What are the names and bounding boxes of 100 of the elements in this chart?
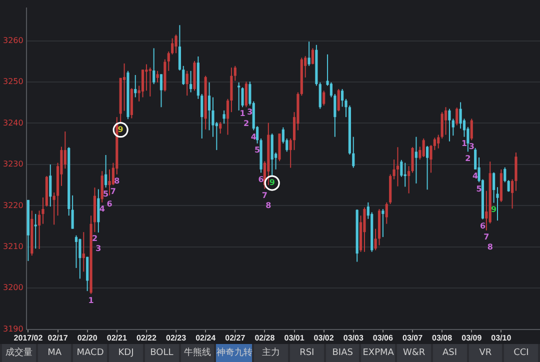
candlestick — [444, 106, 448, 136]
candlestick — [97, 188, 100, 234]
x-tick-label: 02/27 — [225, 333, 246, 342]
candlestick — [396, 146, 400, 187]
annotation: 7 — [484, 232, 490, 242]
candlestick — [382, 208, 384, 238]
x-tick-label: 02/23 — [166, 333, 187, 342]
text: MA — [38, 344, 72, 362]
text: 成交量 — [2, 344, 36, 362]
annotation: 2 — [243, 119, 250, 128]
y-tick-label: 3210 — [3, 242, 24, 252]
candlestick — [34, 213, 37, 250]
x-tick-label: 03/06 — [372, 333, 394, 342]
candlestick — [190, 70, 192, 93]
candlestick — [160, 74, 163, 108]
candlestick — [238, 82, 240, 111]
candlestick — [222, 110, 226, 124]
candlestick — [141, 69, 144, 98]
annotation: 2 — [465, 154, 471, 163]
candlestick — [100, 170, 104, 203]
candlestick — [334, 93, 336, 138]
text: MACD — [73, 344, 108, 362]
x-tick-label: 03/01 — [284, 333, 305, 342]
candlestick — [152, 48, 156, 85]
candlestick — [352, 136, 355, 168]
candlestick — [289, 138, 292, 168]
candlestick — [74, 234, 78, 268]
annotation: 8 — [487, 242, 494, 252]
candlestick — [186, 70, 188, 96]
annotation: 8 — [114, 176, 120, 186]
annotation: 3 — [96, 244, 102, 254]
candlestick — [134, 74, 137, 98]
candlestick — [234, 65, 236, 82]
annotation: 1 — [88, 296, 94, 306]
candlestick — [440, 112, 444, 139]
y-tick-label: 3230 — [3, 160, 24, 169]
annotation: 4 — [472, 172, 479, 181]
text: CCI — [504, 344, 538, 362]
y-tick-label: 3260 — [3, 36, 24, 45]
candlestick — [174, 34, 178, 54]
x-tick-label: 03/10 — [491, 333, 512, 342]
candlestick — [363, 206, 366, 252]
candlestick — [148, 67, 152, 97]
candlestick — [145, 64, 148, 92]
x-tick-label: 03/02 — [314, 333, 334, 342]
annotation: 6 — [258, 174, 264, 184]
text: W&R — [397, 344, 431, 362]
candlestick — [156, 70, 159, 83]
candlestick — [38, 210, 41, 250]
candlestick — [200, 93, 204, 139]
x-tick-label: 2017/02 — [14, 333, 44, 342]
candlestick — [167, 51, 170, 72]
annotation: 6 — [106, 200, 113, 209]
candlestick — [318, 82, 322, 110]
text: 主力 — [254, 344, 288, 362]
x-tick-label: 02/24 — [196, 333, 216, 342]
x-tick-label: 03/07 — [402, 333, 424, 342]
candlestick — [374, 228, 377, 251]
x-tick-label: 02/28 — [254, 333, 276, 342]
candlestick — [178, 24, 182, 71]
y-tick-label: 3250 — [3, 77, 24, 86]
candlestick — [52, 192, 56, 226]
text: BOLL — [144, 344, 179, 362]
text: 牛熊线 — [180, 344, 214, 362]
annotation: 5 — [103, 190, 110, 199]
y-tick-label: 3220 — [3, 200, 24, 210]
candlestick — [470, 118, 473, 141]
x-tick-label: 03/03 — [343, 333, 364, 342]
text: KDJ — [109, 344, 143, 362]
x-tick-label: 03/09 — [462, 333, 482, 342]
candlestick — [437, 134, 440, 149]
candlestick — [208, 82, 211, 131]
annotation: 3 — [468, 142, 474, 152]
annotation: 3 — [247, 108, 253, 117]
candlestick — [426, 145, 429, 190]
annotation: 6 — [480, 221, 486, 230]
x-tick-label: 02/20 — [77, 333, 98, 342]
y-tick-label: 3190 — [3, 324, 24, 334]
candlestick — [82, 232, 85, 272]
y-tick-label: 3240 — [3, 118, 24, 128]
annotation: 7 — [110, 187, 116, 196]
annotation: 4 — [99, 204, 106, 214]
annotation: 5 — [254, 146, 261, 155]
annotation: 1 — [240, 109, 246, 118]
candlestick — [330, 82, 333, 98]
candlestick — [86, 256, 89, 292]
candlestick — [414, 136, 418, 184]
text: ASI — [432, 344, 467, 362]
candlestick — [244, 81, 248, 108]
x-tick-label: 02/17 — [48, 333, 68, 342]
annotation: 7 — [262, 190, 268, 200]
candlestick — [337, 88, 340, 112]
annotation: 9 — [269, 178, 276, 188]
candlestick — [504, 166, 506, 183]
candlestick — [241, 86, 244, 108]
candlestick — [322, 90, 326, 106]
candlestick — [400, 159, 403, 178]
annotation: 8 — [266, 200, 272, 210]
candlestick — [308, 41, 310, 66]
x-tick-label: 02/21 — [106, 333, 128, 342]
